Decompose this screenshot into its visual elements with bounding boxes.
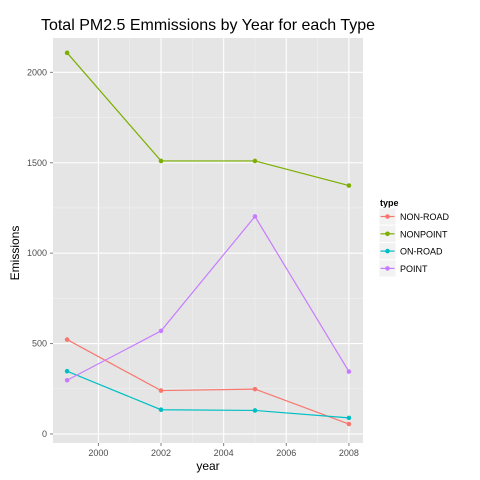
legend-point-nonpoint bbox=[385, 231, 390, 237]
chart-title: Total PM2.5 Emmissions by Year for each … bbox=[41, 17, 375, 34]
legend-label-nonpoint: NONPOINT bbox=[400, 229, 448, 239]
y-tick-label: 1500 bbox=[27, 158, 47, 168]
series-line-non-road bbox=[66, 339, 350, 425]
series-line-point bbox=[66, 215, 350, 381]
series-line-on-road bbox=[66, 370, 349, 419]
y-axis-label: Emissions bbox=[8, 226, 22, 281]
data-point-nonpoint bbox=[64, 50, 70, 56]
data-point-point bbox=[252, 214, 258, 219]
y-tick-label: 1000 bbox=[27, 248, 47, 258]
legend-point-non-road bbox=[385, 214, 390, 219]
data-point-nonpoint bbox=[158, 158, 164, 164]
data-point-on-road bbox=[346, 415, 352, 421]
x-tick-label: 2008 bbox=[339, 448, 359, 458]
data-point-point bbox=[64, 377, 70, 383]
data-point-non-road bbox=[346, 421, 352, 427]
x-tick-label: 2006 bbox=[276, 448, 296, 458]
series-group bbox=[64, 50, 352, 427]
y-axis-ticks: 0 500 1000 1500 2000 bbox=[27, 67, 53, 439]
x-axis-label: year bbox=[196, 459, 219, 473]
series-line-nonpoint bbox=[66, 52, 350, 187]
x-axis-ticks: 2000 2002 2004 2006 2008 bbox=[88, 443, 359, 458]
legend-label-non-road: NON-ROAD bbox=[400, 212, 449, 222]
data-point-point bbox=[158, 328, 164, 334]
data-point-nonpoint bbox=[252, 158, 258, 164]
y-tick-label: 500 bbox=[32, 339, 47, 349]
legend-point-point bbox=[385, 266, 390, 271]
data-point-on-road bbox=[158, 407, 164, 413]
data-point-on-road bbox=[252, 408, 258, 413]
legend-label-on-road: ON-ROAD bbox=[400, 247, 443, 257]
data-point-on-road bbox=[64, 368, 70, 374]
data-point-non-road bbox=[64, 337, 70, 342]
legend: type NON-ROAD NONPOINT ON-ROAD POINT bbox=[378, 198, 449, 278]
data-point-point bbox=[346, 369, 352, 374]
x-tick-label: 2004 bbox=[214, 448, 234, 458]
legend-point-on-road bbox=[385, 248, 390, 254]
x-tick-label: 2000 bbox=[88, 448, 108, 458]
y-tick-label: 0 bbox=[42, 429, 47, 439]
data-point-non-road bbox=[252, 386, 258, 392]
minor-gridlines bbox=[53, 38, 363, 443]
y-tick-label: 2000 bbox=[27, 67, 47, 77]
data-point-non-road bbox=[158, 388, 164, 393]
x-tick-label: 2002 bbox=[151, 448, 171, 458]
legend-label-point: POINT bbox=[400, 264, 428, 274]
legend-title: type bbox=[380, 198, 399, 208]
plot-panel bbox=[53, 38, 363, 443]
major-gridlines bbox=[53, 38, 363, 443]
data-point-nonpoint bbox=[346, 183, 352, 188]
